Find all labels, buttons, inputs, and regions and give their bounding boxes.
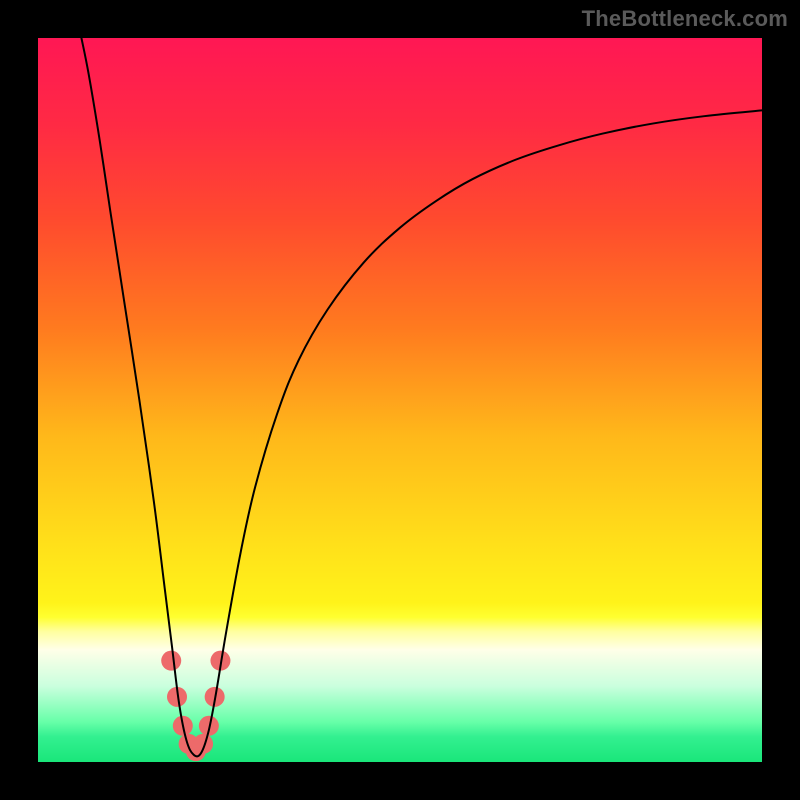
plot-area [38,38,762,762]
bottleneck-curve [81,38,762,756]
chart-frame: TheBottleneck.com [0,0,800,800]
watermark-text: TheBottleneck.com [582,6,788,32]
marker-dot [161,651,181,671]
curve-overlay [38,38,762,762]
